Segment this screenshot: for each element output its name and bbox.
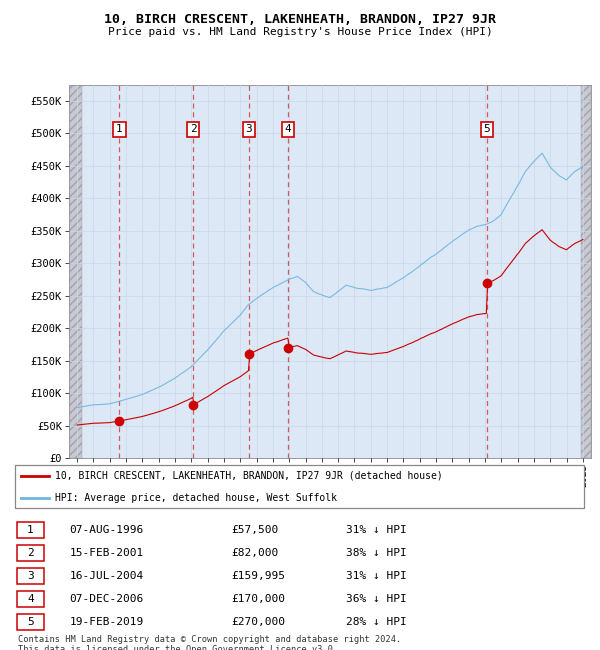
FancyBboxPatch shape [17,614,44,630]
Text: 19-FEB-2019: 19-FEB-2019 [70,618,144,627]
Text: 31% ↓ HPI: 31% ↓ HPI [346,525,407,535]
Text: £82,000: £82,000 [231,548,278,558]
FancyBboxPatch shape [17,522,44,538]
Text: £159,995: £159,995 [231,571,285,581]
Text: 2: 2 [190,124,197,135]
Text: 4: 4 [285,124,292,135]
FancyBboxPatch shape [17,568,44,584]
Text: 38% ↓ HPI: 38% ↓ HPI [346,548,407,558]
Text: HPI: Average price, detached house, West Suffolk: HPI: Average price, detached house, West… [55,493,337,503]
FancyBboxPatch shape [17,592,44,607]
Text: 10, BIRCH CRESCENT, LAKENHEATH, BRANDON, IP27 9JR (detached house): 10, BIRCH CRESCENT, LAKENHEATH, BRANDON,… [55,471,443,480]
Text: Price paid vs. HM Land Registry's House Price Index (HPI): Price paid vs. HM Land Registry's House … [107,27,493,37]
Text: £57,500: £57,500 [231,525,278,535]
Text: 15-FEB-2001: 15-FEB-2001 [70,548,144,558]
Text: 5: 5 [27,618,34,627]
Text: 1: 1 [116,124,123,135]
Text: Contains HM Land Registry data © Crown copyright and database right 2024.
This d: Contains HM Land Registry data © Crown c… [18,635,401,650]
Text: 4: 4 [27,594,34,604]
Text: 3: 3 [246,124,253,135]
Bar [581,84,591,458]
Text: 36% ↓ HPI: 36% ↓ HPI [346,594,407,604]
Text: 5: 5 [484,124,490,135]
Text: 1: 1 [27,525,34,535]
Text: 07-DEC-2006: 07-DEC-2006 [70,594,144,604]
Text: £270,000: £270,000 [231,618,285,627]
Text: 16-JUL-2004: 16-JUL-2004 [70,571,144,581]
Bar [69,84,82,458]
Text: 3: 3 [27,571,34,581]
Text: 31% ↓ HPI: 31% ↓ HPI [346,571,407,581]
FancyBboxPatch shape [17,545,44,561]
Text: 28% ↓ HPI: 28% ↓ HPI [346,618,407,627]
Text: £170,000: £170,000 [231,594,285,604]
Text: 07-AUG-1996: 07-AUG-1996 [70,525,144,535]
Text: 10, BIRCH CRESCENT, LAKENHEATH, BRANDON, IP27 9JR: 10, BIRCH CRESCENT, LAKENHEATH, BRANDON,… [104,13,496,26]
FancyBboxPatch shape [15,465,584,508]
Text: 2: 2 [27,548,34,558]
